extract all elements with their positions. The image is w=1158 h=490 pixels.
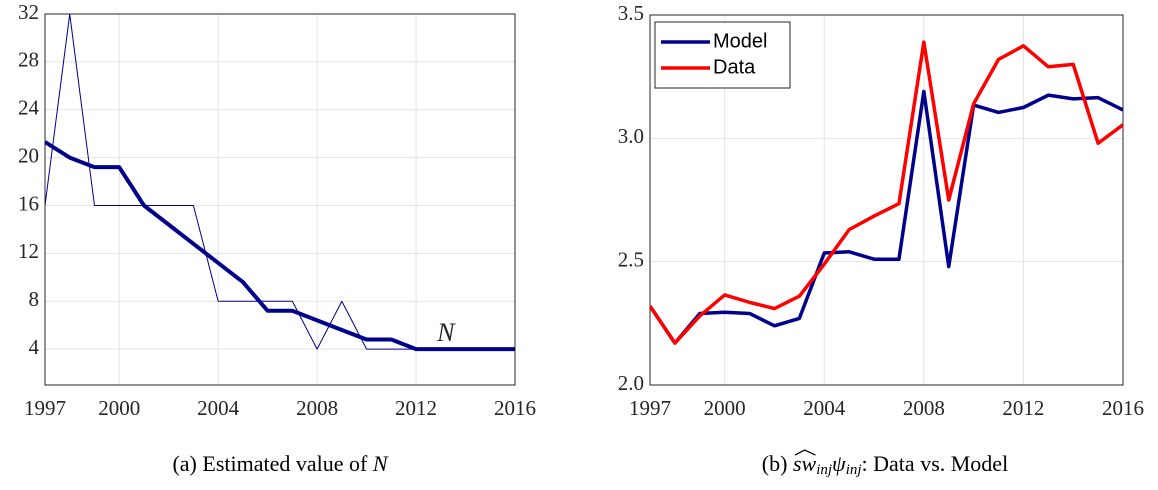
- caption-text: (a) Estimated value of: [172, 451, 372, 476]
- caption-a: (a) Estimated value of N: [172, 451, 388, 476]
- y-tick-label: 3.0: [618, 124, 644, 148]
- x-tick-label: 2012: [1002, 396, 1044, 420]
- caption-text: : Data vs. Model: [862, 451, 1009, 476]
- x-tick-label: 2000: [704, 396, 746, 420]
- x-tick-label: 2004: [197, 396, 240, 420]
- y-tick-label: 8: [29, 287, 40, 311]
- y-tick-label: 4: [29, 335, 40, 359]
- y-tick-label: 2.0: [618, 371, 644, 395]
- caption-subscript: inj: [846, 462, 862, 478]
- caption-text: (b): [762, 451, 793, 476]
- legend-label: Model: [713, 30, 767, 52]
- hat: [794, 449, 816, 456]
- caption-b: (b) swinjψinj: Data vs. Model: [762, 451, 1008, 478]
- legend-label: Data: [713, 56, 756, 78]
- caption-subscript: inj: [816, 462, 832, 478]
- x-tick-label: 1997: [629, 396, 671, 420]
- data-line: [45, 140, 515, 352]
- x-tick-label: 1997: [24, 396, 66, 420]
- y-tick-label: 28: [18, 48, 39, 72]
- data-line: [45, 13, 515, 350]
- x-tick-label: 2016: [1102, 396, 1144, 420]
- x-tick-label: 2004: [803, 396, 846, 420]
- y-tick-label: 2.5: [618, 247, 644, 271]
- caption-symbol: ψ: [832, 451, 846, 476]
- caption-symbol: N: [372, 451, 389, 476]
- data-line: [650, 40, 1123, 345]
- axes-box: [649, 14, 1124, 386]
- data-line: [650, 89, 1123, 345]
- axes-box: [44, 13, 516, 386]
- x-tick-label: 2012: [395, 396, 437, 420]
- y-tick-label: 32: [18, 0, 39, 24]
- y-tick-label: 3.5: [618, 1, 644, 25]
- x-tick-label: 2008: [296, 396, 338, 420]
- y-tick-label: 20: [18, 143, 39, 167]
- y-tick-label: 12: [18, 239, 39, 263]
- y-tick-label: 24: [18, 96, 40, 120]
- caption-symbol: sw: [793, 451, 817, 476]
- y-tick-label: 16: [18, 191, 39, 215]
- x-tick-label: 2000: [98, 396, 140, 420]
- annotation: N: [436, 318, 456, 347]
- x-tick-label: 2016: [494, 396, 536, 420]
- x-tick-label: 2008: [903, 396, 945, 420]
- legend-box: [654, 21, 791, 89]
